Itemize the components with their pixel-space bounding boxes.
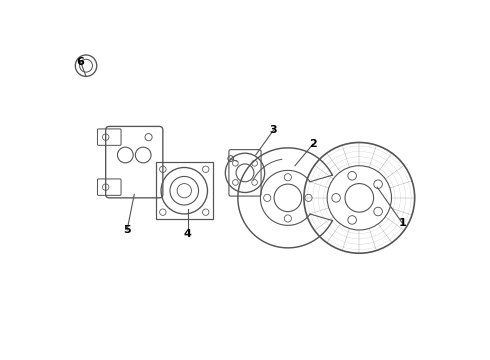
- Text: 5: 5: [123, 225, 131, 235]
- Text: 3: 3: [270, 125, 277, 135]
- Text: 1: 1: [398, 218, 406, 228]
- Text: 2: 2: [309, 139, 317, 149]
- Text: 6: 6: [77, 57, 85, 67]
- Bar: [156, 162, 213, 219]
- Text: 4: 4: [184, 229, 192, 239]
